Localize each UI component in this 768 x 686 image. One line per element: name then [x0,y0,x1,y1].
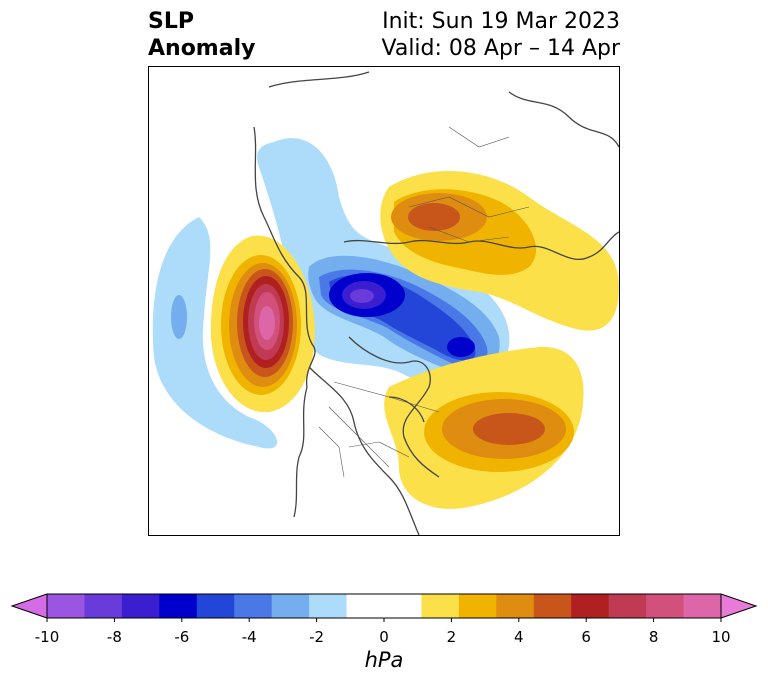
map-panel [148,66,620,536]
colorbar-high-extend-fill [721,594,756,618]
colorbar-tick-label: 6 [581,628,591,646]
colorbar-tick-label: 10 [711,628,731,646]
colorbar-low-extend-fill [12,594,47,618]
chart-title-right: Init: Sun 19 Mar 2023 Valid: 08 Apr – 14… [382,8,621,62]
colorbar-segment [533,594,572,618]
colorbar [10,593,758,622]
greenland-sea-minimum [447,337,475,357]
atlantic-positive-4 [473,413,545,445]
title-anomaly: Anomaly [148,36,256,61]
colorbar-segment [159,594,198,618]
colorbar-units: hPa [364,648,404,672]
colorbar-segment [47,594,85,618]
colorbar-tick-label: 0 [379,628,389,646]
colorbar-low-extend [10,593,48,619]
title-slp: SLP [148,9,194,34]
title-init-date: Init: Sun 19 Mar 2023 [382,9,620,34]
colorbar-segment [571,594,610,618]
slp-anomaly-map [152,71,619,535]
colorbar-segment [646,594,685,618]
beaufort-minimum-core [350,289,374,303]
colorbar-segment [458,594,497,618]
colorbar-segment [608,594,647,618]
pacific-negative-anomaly [152,217,278,449]
alaska-positive-10 [259,306,275,340]
colorbar-segment [196,594,235,618]
colorbar-tick-label: -4 [241,628,257,646]
colorbar-tick-label: 4 [514,628,524,646]
colorbar-segment [683,594,722,618]
colorbar-tick-label: 2 [446,628,457,646]
colorbar-segment [234,594,273,618]
colorbar-tick-label: -8 [106,628,122,646]
title-valid-range: Valid: 08 Apr – 14 Apr [381,36,621,61]
colorbar-tick-label: -2 [309,628,325,646]
colorbar-segment [496,594,535,618]
colorbar-tick-label: 8 [648,628,659,646]
colorbar-tick-label: -6 [174,628,190,646]
colorbar-segment [384,594,422,618]
colorbar-segment [309,594,348,618]
borders [318,126,530,478]
colorbar-segment [346,594,385,618]
colorbar-segment [271,594,310,618]
pacific-weak-minimum [171,295,187,339]
chart-title-left: SLP Anomaly [148,8,255,62]
colorbar-segment [121,594,160,618]
colorbar-segment [421,594,460,618]
siberia-positive-4 [408,203,460,231]
coastlines [253,71,619,535]
colorbar-tick-label: -10 [34,628,60,646]
colorbar-segment [84,594,123,618]
colorbar-high-extend [720,593,758,619]
